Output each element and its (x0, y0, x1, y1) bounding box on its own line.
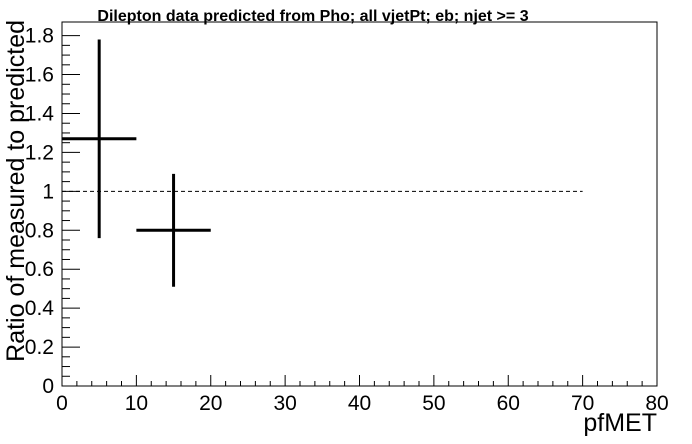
y-tick-label: 0.6 (25, 258, 54, 281)
x-tick-label: 40 (348, 392, 371, 415)
y-tick-label: 1.6 (25, 64, 54, 87)
y-tick-label: 1.8 (25, 25, 54, 48)
y-tick-label: 0.2 (25, 336, 54, 359)
x-tick-label: 70 (571, 392, 594, 415)
data-point (62, 39, 137, 239)
x-axis-title: pfMET (583, 409, 657, 437)
axis-ticks (61, 35, 658, 387)
x-tick-label: 20 (199, 392, 222, 415)
x-tick-label: 50 (422, 392, 445, 415)
x-tick-label: 60 (497, 392, 520, 415)
x-tick-label: 0 (56, 392, 68, 415)
y-tick-label: 1.4 (25, 102, 55, 125)
y-axis-title: Ratio of measured to predicted (2, 20, 30, 362)
title-box (72, 4, 554, 26)
tick-labels: 0 10 20 30 40 50 60 70 80 0 0.2 0.4 0.6 0.8 1 1.2 1.4 1.6… (25, 25, 669, 415)
y-tick-label: 0.8 (25, 219, 54, 242)
y-tick-label: 1 (42, 180, 54, 203)
y-tick-label: 0.4 (25, 297, 55, 320)
y-tick-label: 1.2 (25, 141, 54, 164)
x-tick-label: 30 (273, 392, 296, 415)
data-points (62, 39, 211, 287)
chart-title: Dilepton data predicted from Pho; all vj… (97, 8, 528, 25)
y-tick-label: 0 (42, 375, 54, 398)
x-tick-label: 10 (125, 392, 148, 415)
x-tick-label: 80 (645, 392, 668, 415)
data-point (136, 173, 211, 287)
